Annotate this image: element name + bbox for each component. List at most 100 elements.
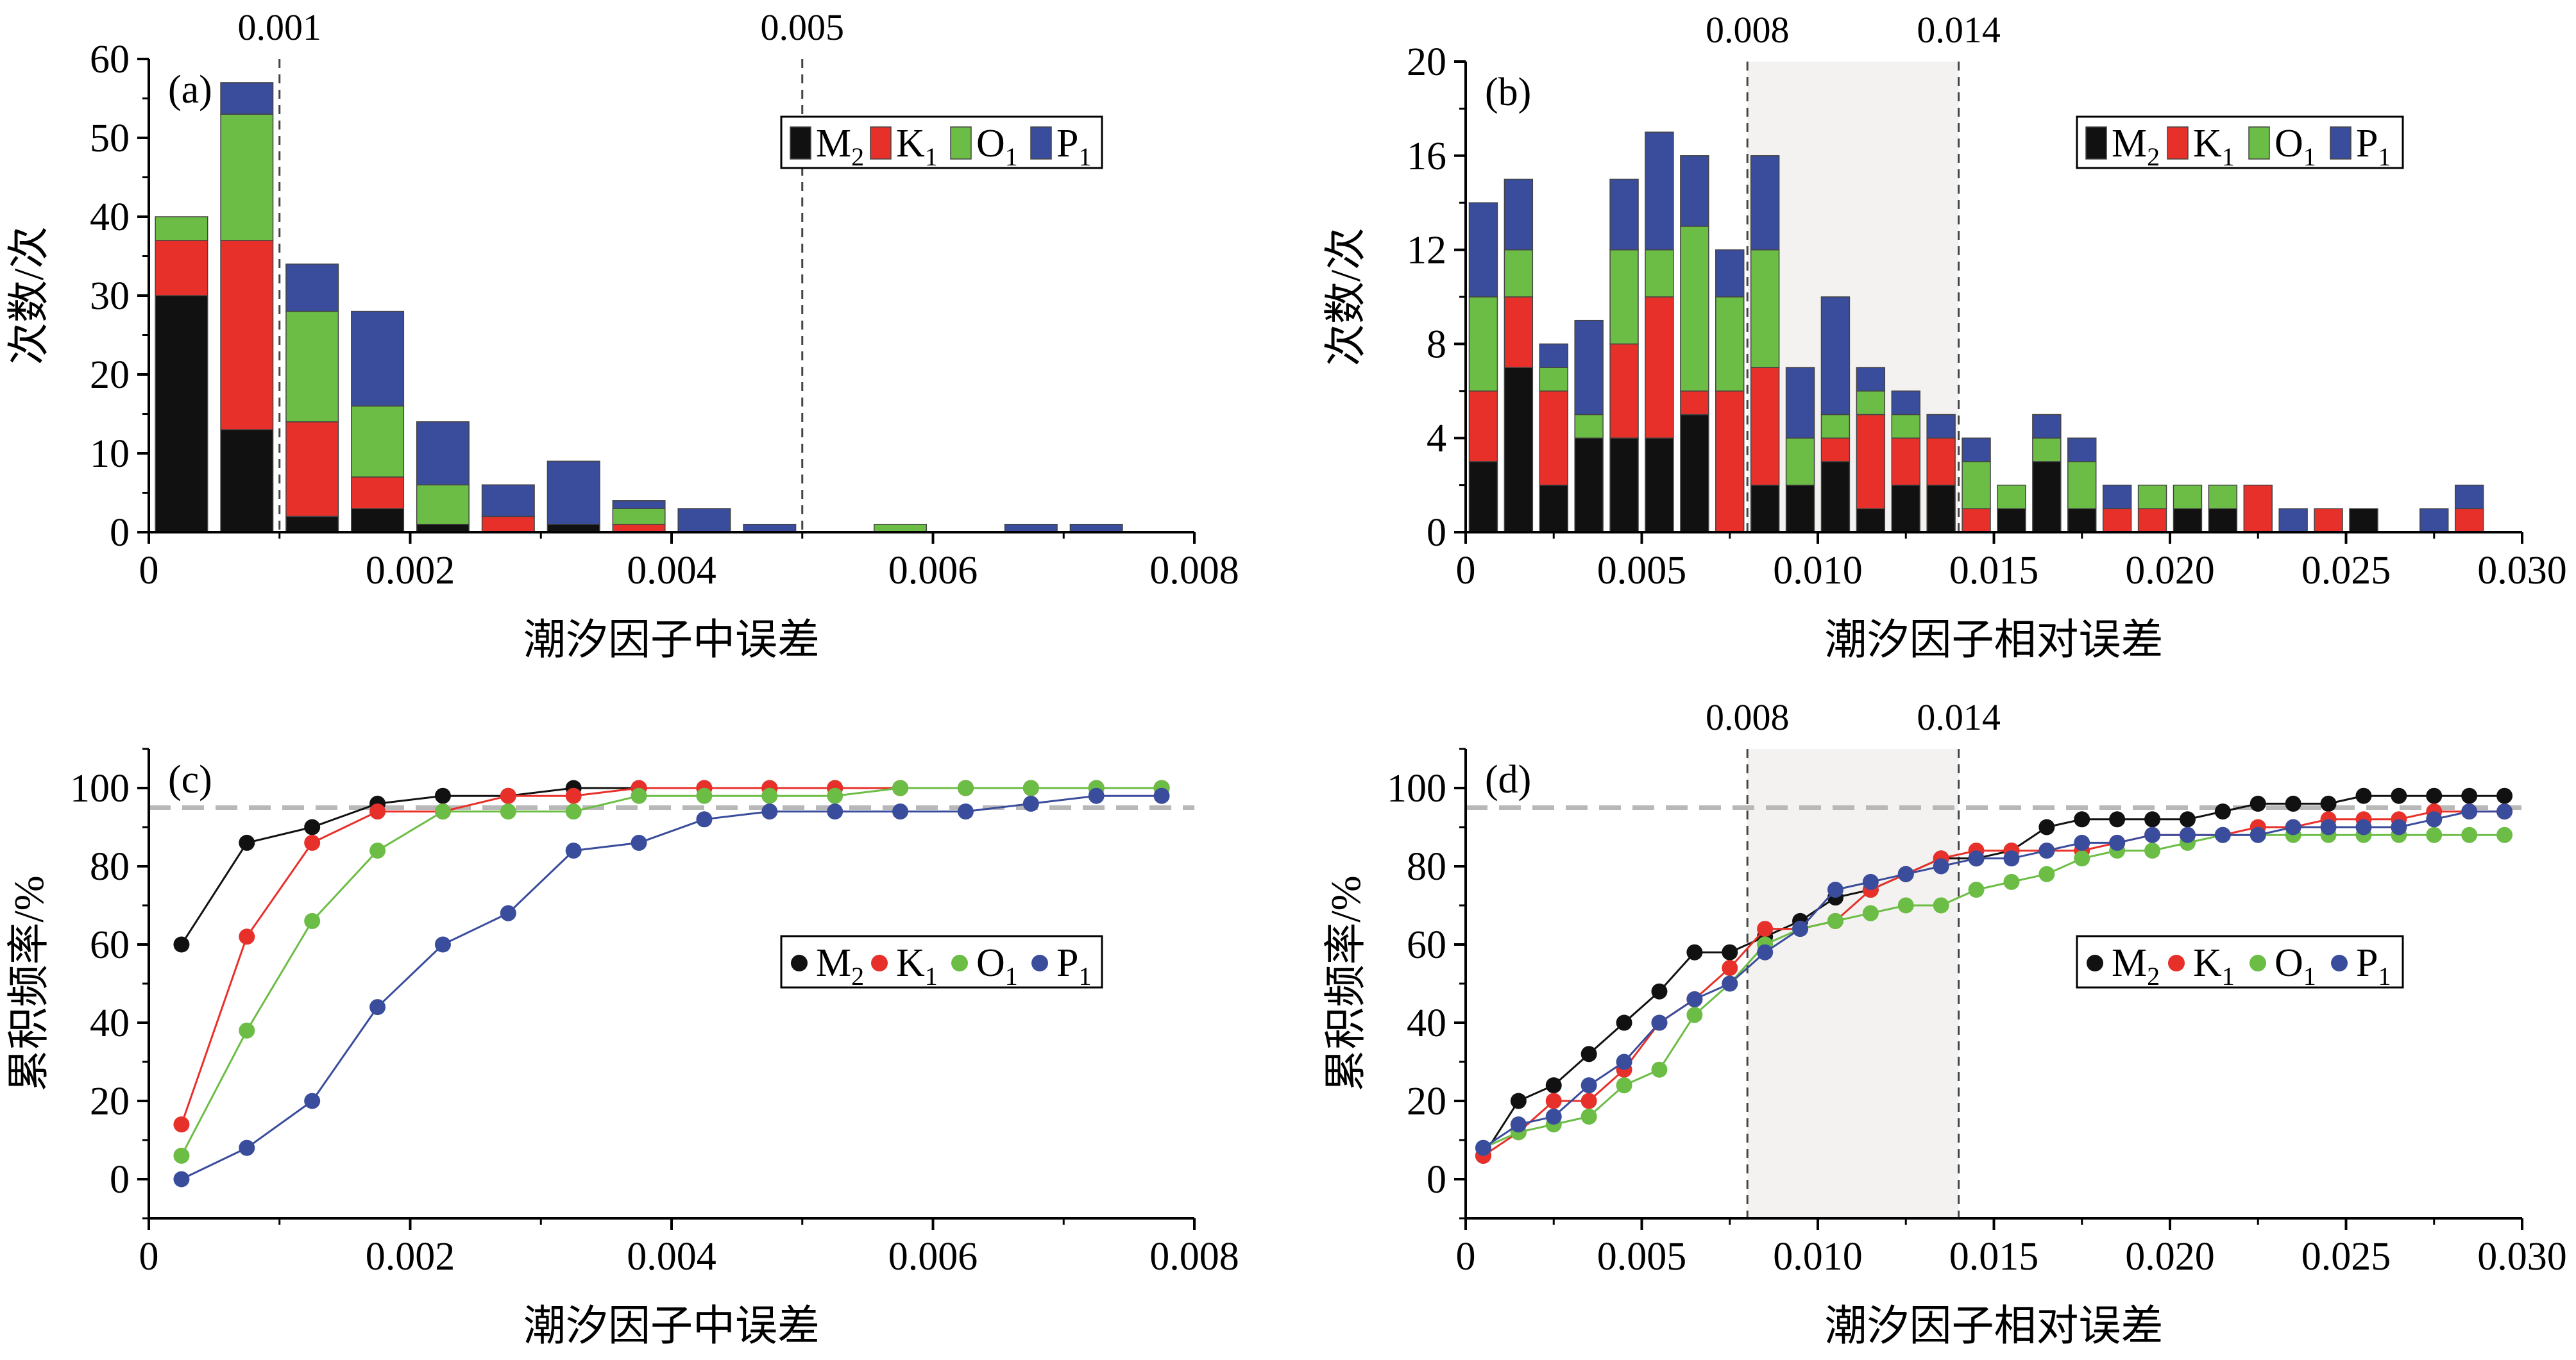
reference-line-label: 0.014 [1917, 9, 2001, 51]
data-point-m2 [2285, 795, 2301, 812]
legend-label: O1 [976, 122, 1018, 171]
bar-segment-k1 [1609, 343, 1639, 439]
legend-label-subscript: 1 [1005, 142, 1018, 171]
data-point-p1 [631, 834, 647, 851]
bar-segment-k1 [2137, 508, 2167, 533]
bar-segment-p1 [1609, 178, 1639, 251]
data-point-p1 [173, 1171, 190, 1188]
panel-label: (a) [168, 68, 212, 112]
data-point-o1 [1616, 1077, 1632, 1094]
bar-segment-m2 [285, 516, 339, 533]
data-point-o1 [1651, 1061, 1668, 1078]
x-tick-label: 0.030 [2477, 1235, 2567, 1279]
data-point-o1 [1968, 882, 1985, 898]
data-point-o1 [173, 1147, 190, 1164]
bar-segment-o1 [1645, 249, 1674, 298]
bar-segment-k1 [2102, 508, 2132, 533]
bar-segment-k1 [1504, 296, 1534, 368]
bar-segment-p1 [1645, 131, 1674, 251]
data-point-k1 [304, 834, 321, 851]
data-point-p1 [369, 999, 386, 1016]
bar-segment-m2 [1785, 484, 1815, 533]
x-tick-label: 0.006 [888, 1235, 978, 1279]
bar-segment-k1 [1962, 508, 1991, 533]
y-axis-title: 次数/次 [6, 226, 53, 365]
bar-segment-p1 [1468, 202, 1498, 298]
data-point-m2 [2144, 811, 2161, 828]
y-tick-label: 10 [90, 432, 130, 476]
bar-segment-o1 [2208, 484, 2238, 510]
legend: M2 K1 O1 P1 [2076, 115, 2404, 171]
chart-panel-d: 0.008 0.014 0 0.005 0.010 0.015 0.020 0.025 0.03… [1323, 696, 2567, 1350]
x-tick-label: 0.030 [2477, 549, 2567, 592]
legend-label-subscript: 1 [1005, 962, 1018, 991]
data-point-p1 [304, 1093, 321, 1109]
legend-label: K1 [2193, 941, 2235, 991]
bar-segment-k1 [1820, 437, 1851, 462]
bar-segment-k1 [1891, 437, 1920, 486]
data-point-p1 [1545, 1108, 1562, 1125]
x-axis-title: 潮汐因子相对误差 [1825, 617, 2164, 664]
legend-label-symbol: P [1056, 941, 1078, 985]
bar-segment-p1 [1926, 414, 1956, 439]
data-point-o1 [2038, 866, 2055, 882]
bar-segment-m2 [1856, 508, 1886, 533]
x-tick-label: 0 [139, 1235, 159, 1279]
data-point-o1 [631, 787, 647, 804]
y-tick-label: 60 [90, 38, 130, 81]
data-point-p1 [1153, 787, 1170, 804]
legend-label-symbol: M [816, 122, 851, 165]
data-point-p1 [1827, 882, 1843, 898]
reference-line-label: 0.005 [761, 6, 845, 48]
bar-segment-k1 [1750, 367, 1780, 486]
y-tick-label: 20 [1407, 40, 1446, 84]
bar-segment-o1 [416, 484, 470, 525]
data-point-o1 [1897, 897, 1914, 914]
data-point-k1 [369, 803, 386, 820]
legend-label: M2 [816, 122, 864, 171]
legend-marker-m2 [2087, 955, 2103, 971]
y-tick-label: 30 [90, 274, 130, 318]
data-point-p1 [2074, 834, 2090, 851]
bar-segment-o1 [1609, 249, 1639, 345]
data-point-p1 [2003, 850, 2020, 867]
y-tick-label: 50 [90, 117, 130, 160]
data-point-o1 [1686, 1007, 1703, 1023]
bar-segment-m2 [2067, 508, 2097, 533]
data-point-k1 [1580, 1093, 1597, 1109]
bar-segment-m2 [351, 508, 405, 533]
data-point-o1 [239, 1022, 255, 1039]
data-point-m2 [239, 834, 255, 851]
data-point-m2 [2496, 787, 2513, 804]
data-point-m2 [2391, 787, 2407, 804]
data-point-o1 [761, 787, 778, 804]
data-point-p1 [827, 803, 843, 820]
legend-marker-p1 [1031, 955, 1048, 971]
y-tick-label: 40 [90, 1002, 130, 1045]
legend-label-subscript: 1 [1078, 142, 1091, 171]
legend-swatch-m2 [790, 126, 811, 160]
legend-label: P1 [2356, 941, 2391, 991]
data-point-o1 [892, 780, 909, 796]
data-point-p1 [1862, 873, 1879, 890]
x-axis-title: 潮汐因子中误差 [523, 1303, 820, 1350]
data-point-m2 [2250, 795, 2266, 812]
legend-label-symbol: P [2356, 941, 2378, 985]
bar-segment-k1 [285, 421, 339, 517]
data-point-o1 [696, 787, 713, 804]
data-point-m2 [2320, 795, 2337, 812]
data-point-o1 [2496, 827, 2513, 843]
x-tick-label: 0.004 [627, 1235, 716, 1279]
x-tick-label: 0.005 [1597, 549, 1687, 592]
data-point-p1 [957, 803, 974, 820]
bar-segment-p1 [351, 310, 405, 407]
legend: M2 K1 O1 P1 [780, 935, 1103, 991]
bar-segment-o1 [2032, 437, 2062, 462]
bar-segment-o1 [1574, 414, 1604, 439]
data-point-p1 [500, 905, 516, 921]
reference-line-label: 0.014 [1917, 696, 2001, 738]
data-point-p1 [1722, 975, 1738, 992]
bar-segment-o1 [351, 405, 405, 478]
legend-label-subscript: 1 [2303, 142, 2316, 171]
legend-label-subscript: 1 [2378, 962, 2391, 991]
